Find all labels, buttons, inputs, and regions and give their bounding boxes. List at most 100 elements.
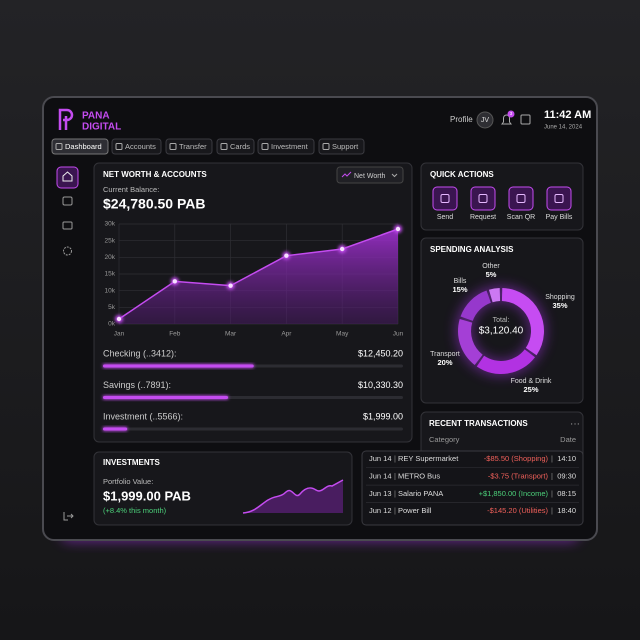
donut-segment <box>501 288 544 356</box>
separator: | <box>551 471 553 480</box>
value-label: 25% <box>523 385 538 394</box>
tx-name: Power Bill <box>398 506 432 515</box>
balance-label: Current Balance: <box>103 185 159 194</box>
point <box>116 316 122 322</box>
tx-amount: -$3.75 (Transport) <box>488 471 549 480</box>
selector[interactable] <box>336 166 404 184</box>
tx-date: Jun 12 <box>369 506 392 515</box>
donut-segment <box>488 288 501 303</box>
column-header: Category <box>429 435 460 444</box>
tx-time: 09:30 <box>557 471 576 480</box>
x-tick-label: May <box>336 331 349 338</box>
settings-icon[interactable] <box>63 246 72 256</box>
chevron <box>391 173 398 178</box>
y-tick-label: 0k <box>108 321 116 328</box>
nav-icon <box>322 143 330 150</box>
area <box>119 229 398 324</box>
y-tick-label: 30k <box>105 221 116 228</box>
tx-name: REY Supermarket <box>398 454 459 463</box>
logout-icon[interactable] <box>63 512 74 521</box>
donut-segment <box>458 318 483 366</box>
legend-label: Food & Drink <box>511 378 552 385</box>
bell-icon[interactable] <box>501 114 512 125</box>
nav-icon <box>261 143 269 150</box>
value-label: 15% <box>452 285 467 294</box>
y-tick-label: 5k <box>108 304 116 311</box>
nav-label: Dashboard <box>65 142 102 151</box>
nav-icon <box>55 143 63 150</box>
account-name: Savings (..7891): <box>103 380 171 390</box>
tx-date: Jun 13 <box>369 489 392 498</box>
nav-tab[interactable] <box>318 138 365 155</box>
account-name: Checking (..3412): <box>103 348 177 358</box>
portfolio-label: Portfolio Value: <box>103 477 153 486</box>
action-button[interactable] <box>432 186 458 211</box>
portfolio-value: $1,999.00 PAB <box>103 488 191 503</box>
account-balance: $10,330.30 <box>358 380 403 390</box>
nav-label: Investment <box>271 142 309 151</box>
logo <box>58 108 74 130</box>
home-icon[interactable] <box>62 171 73 182</box>
balance: $24,780.50 PAB <box>103 196 205 212</box>
action-button[interactable] <box>546 186 572 211</box>
legend-label: Other <box>482 263 500 270</box>
action-button[interactable] <box>508 186 534 211</box>
value-label: 35% <box>552 301 567 310</box>
notification-count: 3 <box>510 111 513 116</box>
line <box>118 228 399 320</box>
nav-tab[interactable] <box>216 138 255 155</box>
bar <box>103 364 254 368</box>
tx-time: 08:15 <box>557 489 576 498</box>
nav-tab[interactable] <box>165 138 213 155</box>
wallet-icon[interactable] <box>62 196 73 206</box>
account-balance: $1,999.00 <box>363 411 403 421</box>
nav-tab[interactable] <box>257 138 315 155</box>
tx-amount: -$85.50 (Shopping) <box>484 454 549 463</box>
tx-amount: +$1,850.00 (Income) <box>479 489 549 498</box>
card-title: SPENDING ANALYSIS <box>430 245 514 254</box>
badge <box>507 110 515 118</box>
avatar[interactable] <box>476 111 494 129</box>
action-button[interactable] <box>470 186 496 211</box>
x-tick-label: Jun <box>393 331 404 338</box>
brand: DIGITAL <box>82 122 121 133</box>
center-label: Total: <box>493 317 510 324</box>
nav-tab[interactable] <box>51 138 109 155</box>
x-tick-label: Mar <box>225 331 237 338</box>
selector-icon <box>341 171 352 178</box>
nav-label: Cards <box>230 142 250 151</box>
tx-name: METRO Bus <box>398 471 440 480</box>
action-icon <box>478 194 488 203</box>
card-title: INVESTMENTS <box>103 458 161 467</box>
bar <box>103 427 128 431</box>
sidebar-active[interactable] <box>56 166 79 189</box>
y-tick-label: 10k <box>105 287 116 294</box>
more-icon[interactable]: ··· <box>570 419 580 430</box>
sparkline-area <box>243 480 343 513</box>
value-label: 5% <box>486 270 497 279</box>
action-icon <box>440 194 450 203</box>
card-title: QUICK ACTIONS <box>430 170 494 179</box>
legend-label: Shopping <box>545 294 575 301</box>
separator: | <box>394 454 396 463</box>
nav-label: Accounts <box>125 142 156 151</box>
nav-tab[interactable] <box>111 138 162 155</box>
selector-label: Net Worth <box>354 173 385 180</box>
nav-icon <box>220 143 228 150</box>
value-label: 20% <box>437 358 452 367</box>
action-label: Request <box>470 214 496 221</box>
separator: | <box>551 489 553 498</box>
x-tick-label: Feb <box>169 331 181 338</box>
bar-track <box>103 427 403 431</box>
point <box>395 226 401 232</box>
tx-date: Jun 14 <box>369 471 392 480</box>
initials: JV <box>481 117 490 124</box>
calendar-icon <box>520 114 531 125</box>
action-label: Pay Bills <box>546 214 573 221</box>
column-header: Date <box>560 435 576 444</box>
nav-icon <box>169 143 177 150</box>
action-label: Scan QR <box>507 214 535 221</box>
card-icon[interactable] <box>62 221 73 230</box>
x-tick-label: Apr <box>281 331 292 338</box>
